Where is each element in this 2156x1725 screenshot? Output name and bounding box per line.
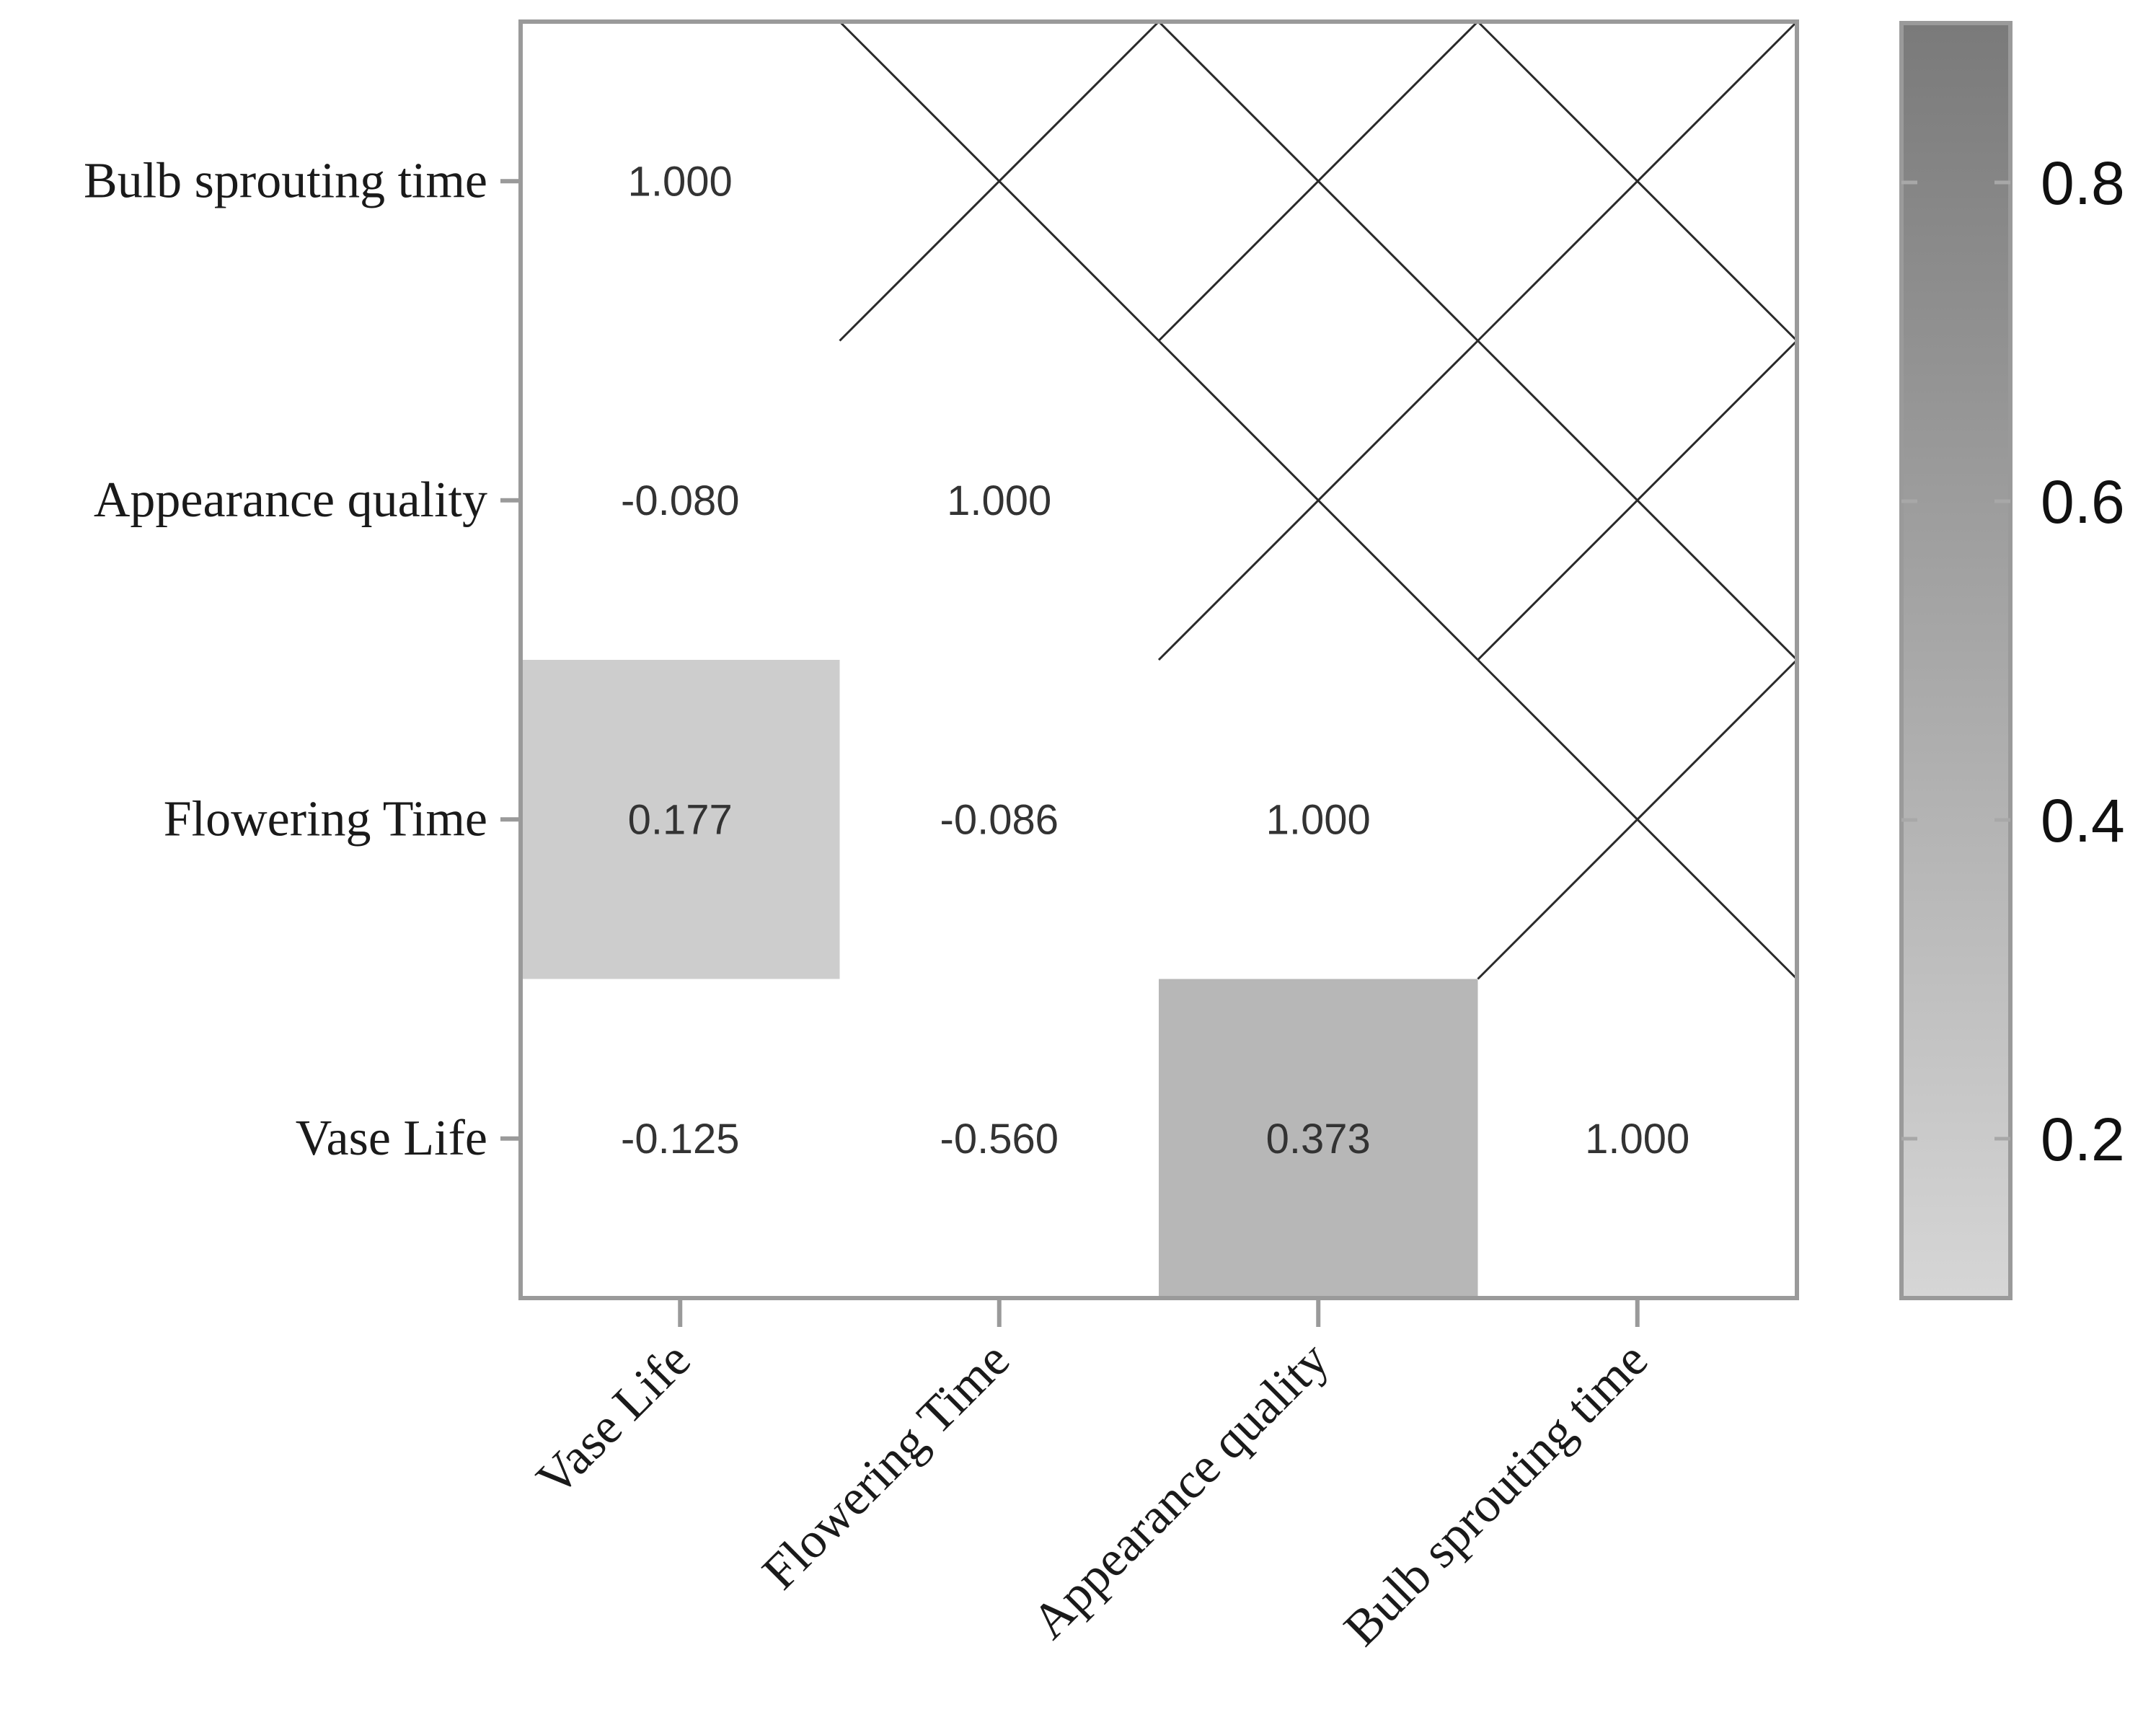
heatmap-cell — [521, 340, 840, 660]
masked-cell — [1157, 340, 1479, 661]
y-tick-label: Appearance quality — [94, 472, 487, 528]
colorbar-tick-label: 0.2 — [2041, 1106, 2125, 1173]
cell-value-label: 1.000 — [1266, 796, 1371, 843]
cell-value-label: -0.086 — [940, 796, 1059, 843]
colorbar-tick-label: 0.6 — [2041, 468, 2125, 536]
heatmap-cell — [521, 22, 840, 341]
x-tick-label: Vase Life — [526, 1332, 702, 1507]
y-tick-label: Flowering Time — [164, 791, 487, 847]
heatmap-cell — [839, 340, 1159, 660]
heatmap-cell — [1159, 979, 1478, 1298]
x-tick-label: Bulb sprouting time — [1334, 1332, 1658, 1656]
masked-cell — [1477, 20, 1798, 342]
plot-frame — [518, 19, 1799, 1300]
cell-value-label: 0.373 — [1266, 1116, 1371, 1162]
masked-cell — [839, 20, 1160, 342]
masked-cell — [1477, 658, 1798, 980]
cell-value-label: -0.080 — [621, 477, 739, 524]
cell-value-label: 0.177 — [628, 796, 733, 843]
x-axis: Vase Life Flowering Time Appearance qualit… — [526, 1298, 1658, 1656]
cell-value-label: 1.000 — [628, 158, 733, 205]
y-tick-label: Bulb sprouting time — [84, 153, 487, 208]
colorbar-gradient — [1899, 21, 2013, 1300]
masked-cell — [1157, 20, 1479, 342]
cell-value-label: 1.000 — [947, 477, 1051, 524]
colorbar-tick-label: 0.8 — [2041, 149, 2125, 217]
heatmap-cell — [521, 979, 840, 1298]
heatmap-cell — [839, 660, 1159, 979]
x-tick-label: Flowering Time — [752, 1332, 1020, 1600]
masked-cell — [1477, 340, 1798, 661]
colorbar-ticks: 0.2 0.4 0.6 0.8 — [1901, 149, 2125, 1173]
heatmap-cell — [839, 979, 1159, 1298]
x-tick-label: Appearance quality — [1022, 1332, 1340, 1650]
heatmap-cell — [1477, 979, 1797, 1298]
masked-cells — [839, 20, 1798, 980]
cell-value-label: -0.560 — [940, 1116, 1059, 1162]
cell-value-labels: -0.125 -0.560 0.373 1.000 0.177 -0.086 1.000 -0… — [621, 158, 1689, 1162]
cell-value-label: 1.000 — [1585, 1116, 1689, 1162]
colorbar: 0.2 0.4 0.6 0.8 — [1899, 21, 2125, 1300]
heatmap-cells — [521, 22, 1797, 1298]
cell-value-label: -0.125 — [621, 1116, 739, 1162]
heatmap-cell — [1159, 660, 1478, 979]
heatmap-cell — [521, 660, 840, 979]
y-tick-label: Vase Life — [296, 1111, 487, 1166]
y-axis: Bulb sprouting time Appearance quality Flo… — [84, 153, 521, 1166]
colorbar-tick-label: 0.4 — [2041, 787, 2125, 855]
